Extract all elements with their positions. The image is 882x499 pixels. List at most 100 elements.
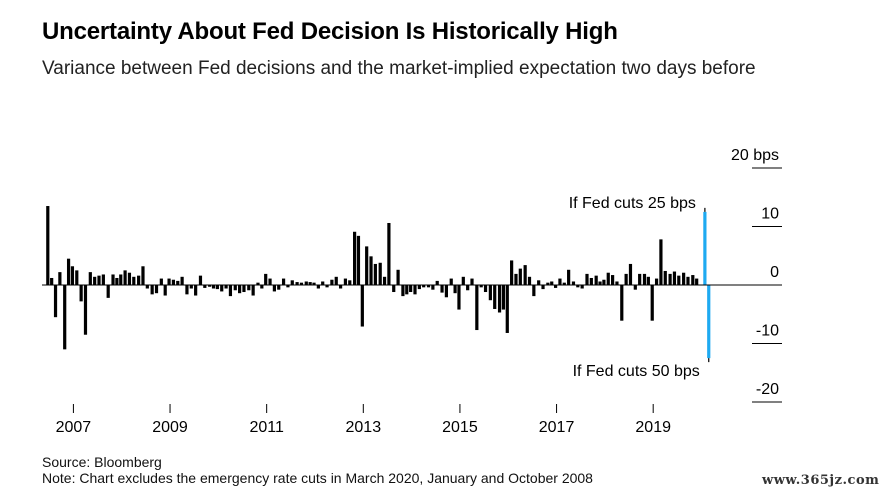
bar: [449, 278, 453, 285]
bar: [628, 263, 633, 285]
bar: [431, 285, 435, 290]
bar: [695, 278, 699, 285]
bar: [585, 273, 589, 285]
bar: [316, 285, 320, 289]
bar: [111, 274, 115, 285]
bar: [392, 285, 396, 293]
scenario-bar-tip: [708, 358, 710, 363]
scenario-bar: [703, 211, 707, 285]
x-axis: 2007 2009 2011 2013 2015 2017 2019: [56, 404, 671, 436]
bar: [479, 285, 483, 288]
bar: [185, 285, 189, 295]
bar: [321, 281, 325, 285]
bar: [70, 266, 75, 285]
bar: [132, 276, 136, 285]
bar: [638, 273, 642, 285]
bar: [527, 276, 532, 285]
bar: [123, 270, 127, 285]
annotation-label: If Fed cuts 50 bps: [573, 363, 700, 380]
bar: [277, 285, 281, 290]
bar: [501, 285, 506, 310]
bar: [145, 285, 149, 289]
bar: [378, 262, 382, 285]
bar: [228, 285, 233, 297]
bar: [677, 275, 681, 285]
watermark-logo: www.365jz.com: [762, 473, 880, 488]
bar: [387, 222, 391, 285]
bar: [373, 263, 377, 285]
bar: [215, 285, 219, 290]
bar: [417, 285, 421, 290]
bar: [171, 279, 176, 285]
bar: [615, 281, 619, 285]
bar: [518, 268, 522, 285]
bar: [405, 285, 409, 295]
x-tick-label: 2017: [539, 419, 575, 436]
bar: [211, 285, 216, 289]
bar: [295, 282, 299, 285]
x-tick-label: 2019: [635, 419, 671, 436]
bar: [63, 285, 67, 350]
bar: [461, 276, 465, 285]
bar: [299, 282, 304, 285]
scenario-bar-tip: [704, 207, 706, 212]
bar: [483, 285, 488, 293]
bar: [308, 282, 312, 285]
bar: [353, 231, 357, 285]
x-tick-label: 2011: [249, 419, 284, 436]
bar: [93, 276, 97, 285]
bar: [208, 285, 212, 287]
bar: [343, 278, 348, 285]
x-tick-label: 2013: [346, 419, 382, 436]
bar: [338, 285, 343, 289]
x-tick-label: 2015: [442, 419, 478, 436]
bar: [365, 246, 369, 285]
y-tick-label: -10: [756, 323, 779, 340]
bar: [264, 273, 268, 285]
bar: [141, 266, 145, 285]
bar: [97, 275, 101, 285]
bar: [510, 260, 514, 285]
bar: [580, 285, 584, 289]
bar: [330, 279, 334, 285]
bar: [251, 285, 255, 296]
bar: [137, 275, 141, 285]
note-text: Note: Chart excludes the emergency rate …: [42, 470, 593, 486]
bar: [686, 276, 690, 285]
bar: [127, 272, 132, 285]
bar: [426, 285, 431, 288]
bar: [505, 285, 509, 333]
chart-subtitle: Variance between Fed decisions and the m…: [42, 58, 756, 79]
bar: [550, 281, 554, 285]
bar: [198, 275, 203, 285]
y-tick-lines: [752, 167, 782, 403]
bar: [194, 285, 198, 296]
bar: [272, 285, 276, 292]
bar: [369, 256, 373, 285]
bar: [396, 269, 400, 285]
bar: [356, 235, 361, 285]
bar: [46, 206, 50, 285]
bar: [567, 269, 571, 285]
bar: [348, 280, 352, 285]
bar: [562, 282, 566, 285]
y-tick-label: -20: [756, 381, 779, 398]
bar: [493, 285, 497, 309]
bar: [163, 285, 167, 296]
bar: [537, 280, 541, 285]
bar: [444, 285, 448, 298]
bar: [611, 275, 615, 285]
bar: [598, 281, 602, 285]
bar: [220, 285, 224, 292]
bar: [83, 285, 88, 335]
bar: [334, 276, 338, 285]
bar: [523, 265, 527, 285]
bar: [682, 272, 686, 285]
bar: [602, 279, 606, 285]
bar: [119, 274, 123, 285]
bar: [553, 285, 558, 288]
bar: [58, 272, 62, 285]
x-tick-label: 2009: [152, 419, 188, 436]
bar: [571, 281, 576, 285]
